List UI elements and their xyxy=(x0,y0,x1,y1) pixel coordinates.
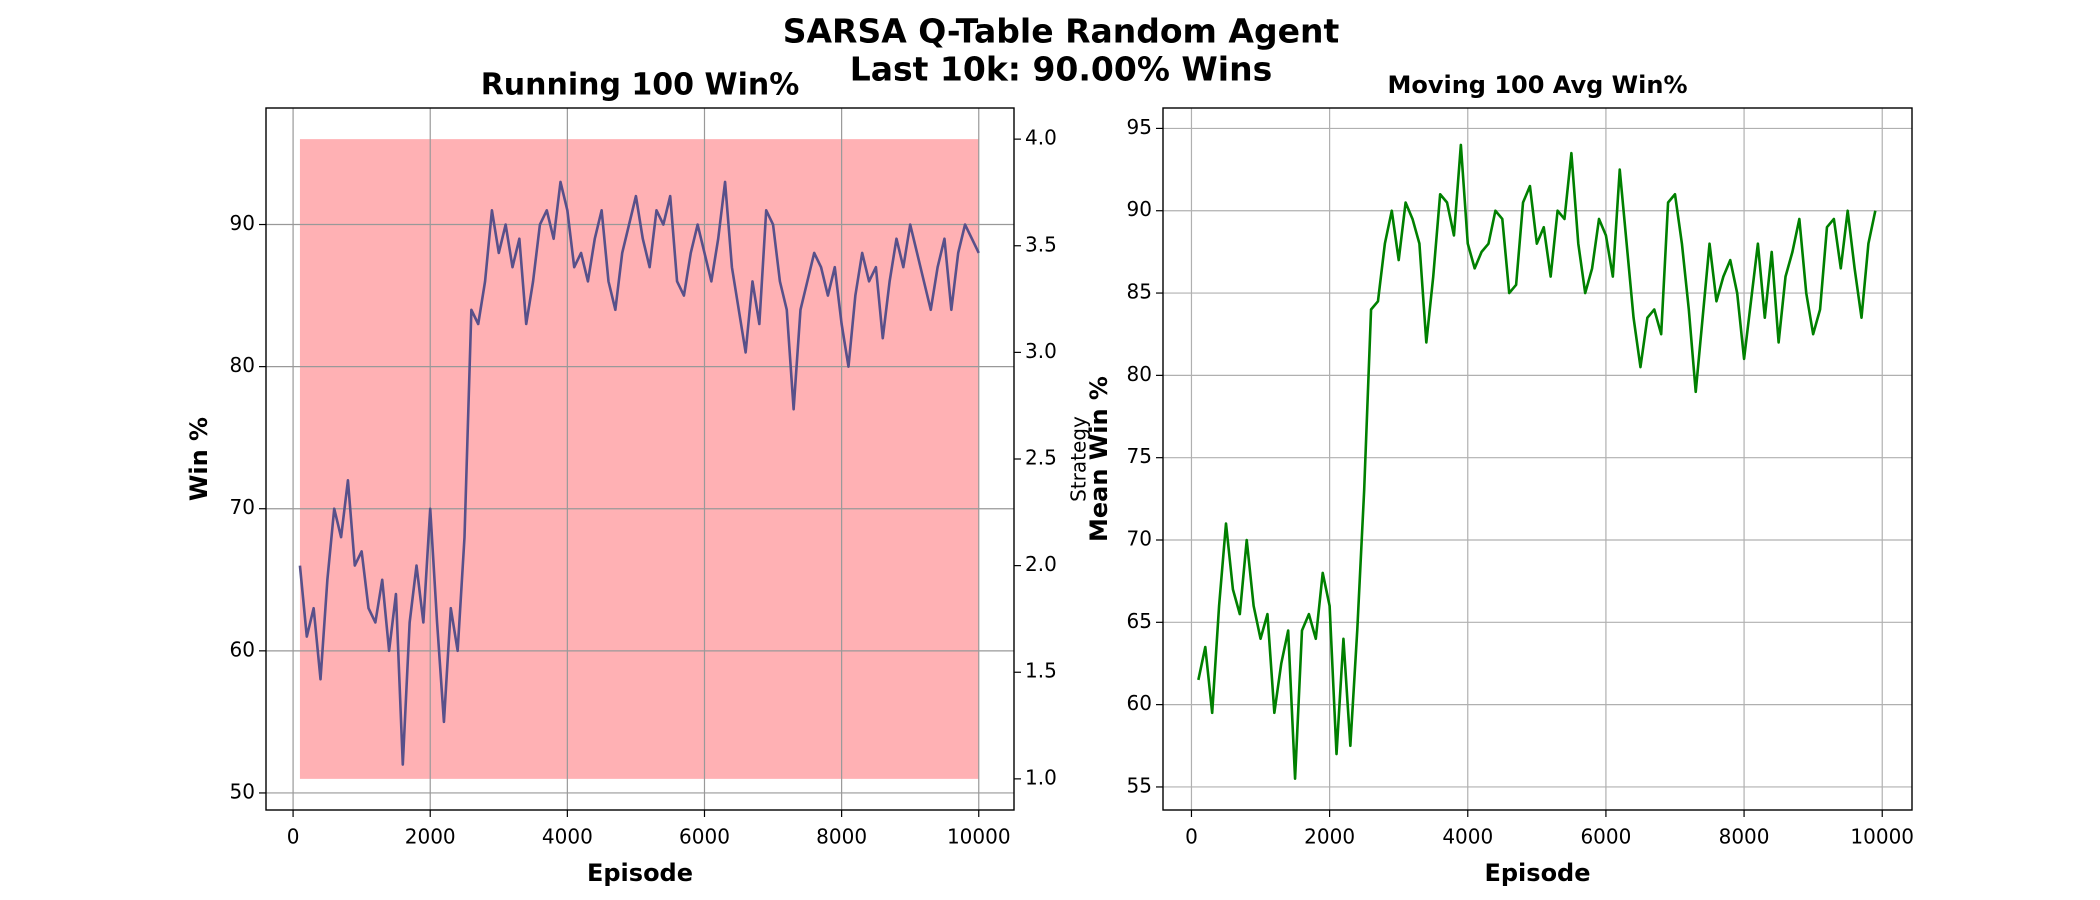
chart-title: Moving 100 Avg Win% xyxy=(1387,71,1687,99)
line-series xyxy=(1197,143,1877,781)
x-axis-label: Episode xyxy=(587,859,693,887)
figure-subtitle: Last 10k: 90.00% Wins xyxy=(850,50,1273,89)
chart-title: Running 100 Win% xyxy=(481,68,800,103)
y-tick-label: 75 xyxy=(1127,444,1152,468)
y-tick-label: 65 xyxy=(1127,609,1152,633)
y-axis-label: Win % xyxy=(185,417,213,501)
x-tick-label: 10000 xyxy=(947,825,1011,849)
x-tick-label: 6000 xyxy=(679,825,730,849)
y-tick-label: 90 xyxy=(230,211,255,235)
y-axis-label: Mean Win % xyxy=(1085,376,1113,542)
y-tick-label: 80 xyxy=(230,353,255,377)
y-tick-label: 70 xyxy=(230,495,255,519)
y-tick-label: 85 xyxy=(1127,280,1152,304)
line-series xyxy=(298,180,980,766)
x-tick-label: 8000 xyxy=(816,825,867,849)
y-tick-label: 95 xyxy=(1127,115,1152,139)
x-tick-label: 4000 xyxy=(542,825,593,849)
y2-tick-label: 3.0 xyxy=(1025,339,1057,363)
y-tick-label: 55 xyxy=(1127,773,1152,797)
y2-tick-label: 2.5 xyxy=(1025,446,1057,470)
y2-tick-label: 3.5 xyxy=(1025,232,1057,256)
y-tick-label: 70 xyxy=(1127,527,1152,551)
figure-title: SARSA Q-Table Random Agent xyxy=(783,12,1340,51)
y-tick-label: 90 xyxy=(1127,197,1152,221)
x-tick-label: 0 xyxy=(287,825,300,849)
x-tick-label: 8000 xyxy=(1719,825,1770,849)
x-tick-label: 4000 xyxy=(1442,825,1493,849)
y-tick-label: 80 xyxy=(1127,362,1152,386)
x-tick-label: 6000 xyxy=(1580,825,1631,849)
x-axis-label: Episode xyxy=(1484,859,1590,887)
x-tick-label: 2000 xyxy=(405,825,456,849)
x-tick-label: 2000 xyxy=(1304,825,1355,849)
x-tick-label: 0 xyxy=(1185,825,1198,849)
y-tick-label: 50 xyxy=(230,779,255,803)
y-tick-label: 60 xyxy=(230,637,255,661)
plot-frame xyxy=(1162,107,1913,811)
y2-tick-label: 2.0 xyxy=(1025,552,1057,576)
plot-frame xyxy=(265,107,1015,811)
y2-tick-label: 4.0 xyxy=(1025,126,1057,150)
x-tick-label: 10000 xyxy=(1850,825,1914,849)
strategy-band xyxy=(299,139,979,779)
y2-axis-label: Strategy xyxy=(1067,416,1091,502)
y-tick-label: 60 xyxy=(1127,691,1152,715)
y2-tick-label: 1.5 xyxy=(1025,659,1057,683)
y2-tick-label: 1.0 xyxy=(1025,765,1057,789)
